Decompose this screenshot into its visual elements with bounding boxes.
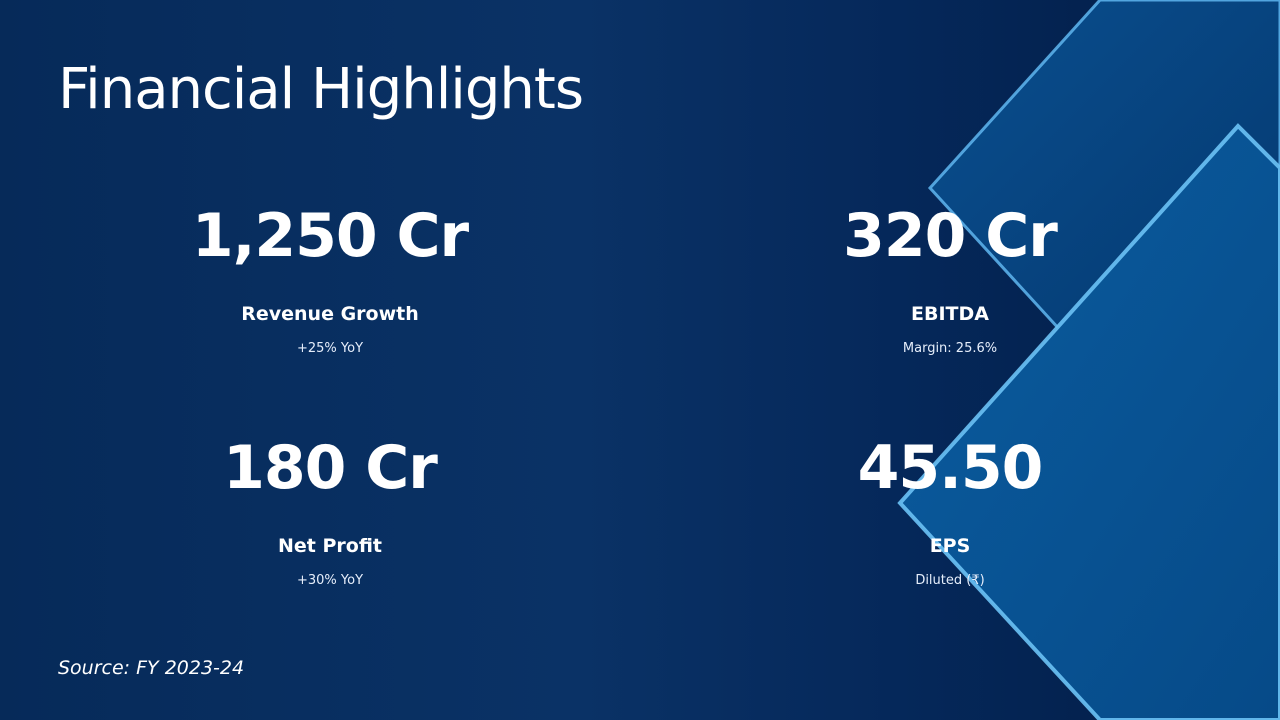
page-title: Financial Highlights xyxy=(58,57,584,122)
metric-subtext: Margin: 25.6% xyxy=(902,341,998,356)
metric-subtext: +30% YoY xyxy=(296,573,364,588)
metric-value: 1,250 Cr xyxy=(191,201,469,271)
metric-revenue: 1,250 Cr Revenue Growth +25% YoY xyxy=(120,200,540,358)
metric-value: 45.50 xyxy=(857,433,1044,503)
metric-label: Revenue Growth xyxy=(241,303,419,325)
metric-value: 320 Cr xyxy=(843,201,1058,271)
metric-label: Net Profit xyxy=(278,535,382,557)
metric-value: 180 Cr xyxy=(223,433,438,503)
metric-eps: 45.50 EPS Diluted (₹) xyxy=(740,432,1160,590)
metric-label: EPS xyxy=(929,535,971,557)
front-diamond xyxy=(897,123,1280,720)
metric-subtext: Diluted (₹) xyxy=(915,573,985,588)
metric-net-profit: 180 Cr Net Profit +30% YoY xyxy=(120,432,540,590)
metric-ebitda: 320 Cr EBITDA Margin: 25.6% xyxy=(740,200,1160,358)
metric-subtext: +25% YoY xyxy=(296,341,364,356)
source-note: Source: FY 2023-24 xyxy=(58,657,245,679)
metric-label: EBITDA xyxy=(911,303,989,325)
